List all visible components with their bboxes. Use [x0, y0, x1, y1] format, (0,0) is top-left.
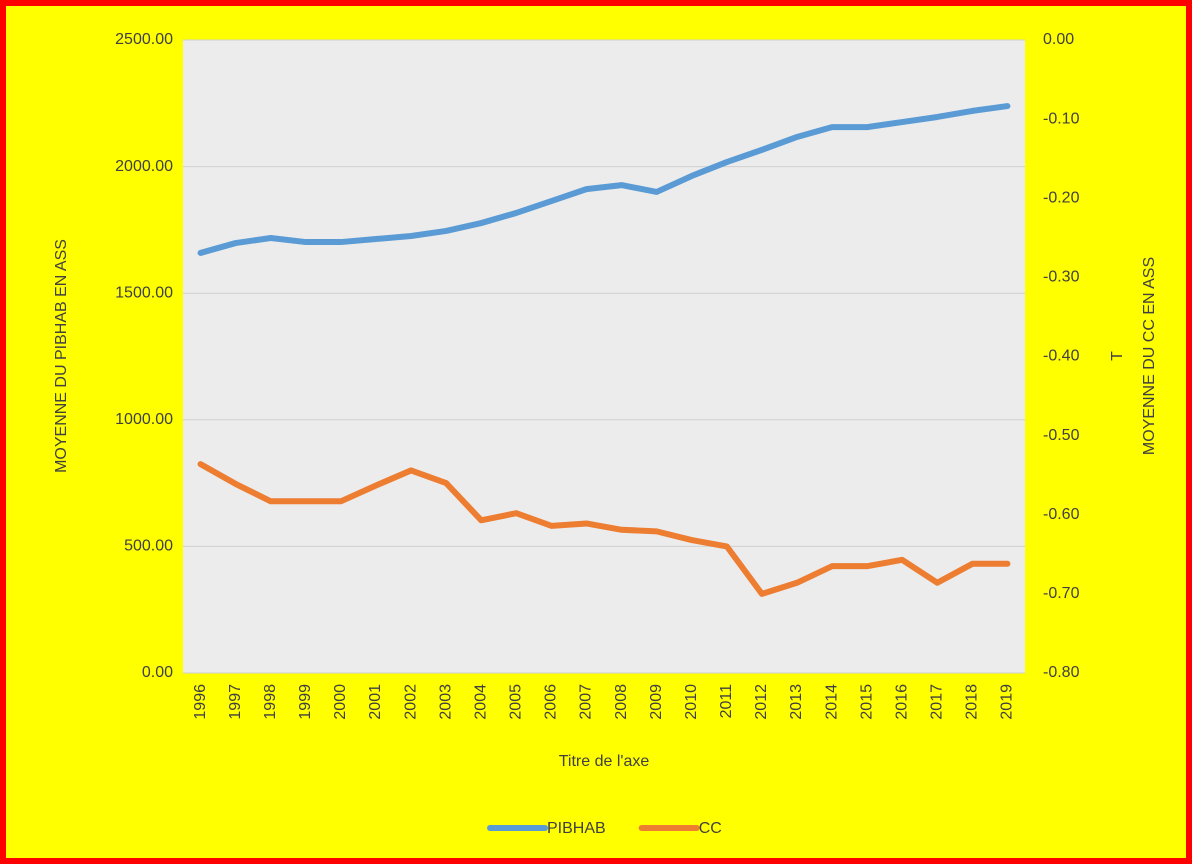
- x-tick-label: 2001: [367, 684, 384, 720]
- x-tick-label: 2018: [964, 684, 981, 720]
- x-axis-title: Titre de l'axe: [559, 753, 650, 770]
- y-tick-label: 1500.00: [115, 284, 173, 301]
- y2-tick-label: -0.30: [1043, 269, 1080, 286]
- y-tick-label: 2000.00: [115, 158, 173, 175]
- x-tick-label: 2005: [508, 684, 525, 720]
- x-tick-label: 2017: [929, 684, 946, 720]
- x-tick-label: 2014: [823, 684, 840, 720]
- x-tick-label: 2002: [402, 684, 419, 720]
- x-tick-label: 1996: [192, 684, 209, 720]
- x-tick-label: 2013: [788, 684, 805, 720]
- y2-tick-label: -0.10: [1043, 110, 1080, 127]
- x-tick-label: 2000: [332, 684, 349, 720]
- y-axis-title: MOYENNE DU PIBHAB EN ASS: [53, 239, 70, 473]
- x-tick-label: 1999: [297, 684, 314, 720]
- y2-tick-label: -0.80: [1043, 664, 1080, 681]
- series-line: [197, 461, 1011, 597]
- x-tick-label: 2009: [648, 684, 665, 720]
- y-tick-label: 0.00: [142, 664, 173, 681]
- annotation: T: [1109, 351, 1126, 361]
- x-tick-label: 2019: [999, 684, 1016, 720]
- legend-label: PIBHAB: [547, 820, 606, 837]
- y2-tick-label: 0.00: [1043, 31, 1074, 48]
- x-tick-label: 2004: [472, 684, 489, 720]
- y-tick-label: 500.00: [124, 538, 173, 555]
- x-tick-label: 1997: [227, 684, 244, 720]
- y2-axis-title: MOYENNE DU CC EN ASS: [1141, 257, 1158, 455]
- x-tick-label: 2006: [543, 684, 560, 720]
- series-line: [197, 103, 1011, 256]
- y2-tick-label: -0.50: [1043, 427, 1080, 444]
- x-tick-label: 2008: [613, 684, 630, 720]
- x-tick-label: 2007: [578, 684, 595, 720]
- y2-tick-label: -0.20: [1043, 189, 1080, 206]
- x-tick-label: 1998: [262, 684, 279, 720]
- x-tick-label: 2015: [858, 684, 875, 720]
- x-tick-label: 2011: [718, 684, 735, 719]
- plot-area: [183, 40, 1025, 673]
- y2-tick-label: -0.60: [1043, 506, 1080, 523]
- legend-label: CC: [699, 820, 722, 837]
- x-tick-label: 2012: [753, 684, 770, 720]
- y-tick-label: 2500.00: [115, 31, 173, 48]
- x-tick-label: 2016: [893, 684, 910, 720]
- x-tick-label: 2003: [437, 684, 454, 720]
- y2-tick-label: -0.40: [1043, 348, 1080, 365]
- x-tick-label: 2010: [683, 684, 700, 720]
- y-tick-label: 1000.00: [115, 411, 173, 428]
- y2-tick-label: -0.70: [1043, 585, 1080, 602]
